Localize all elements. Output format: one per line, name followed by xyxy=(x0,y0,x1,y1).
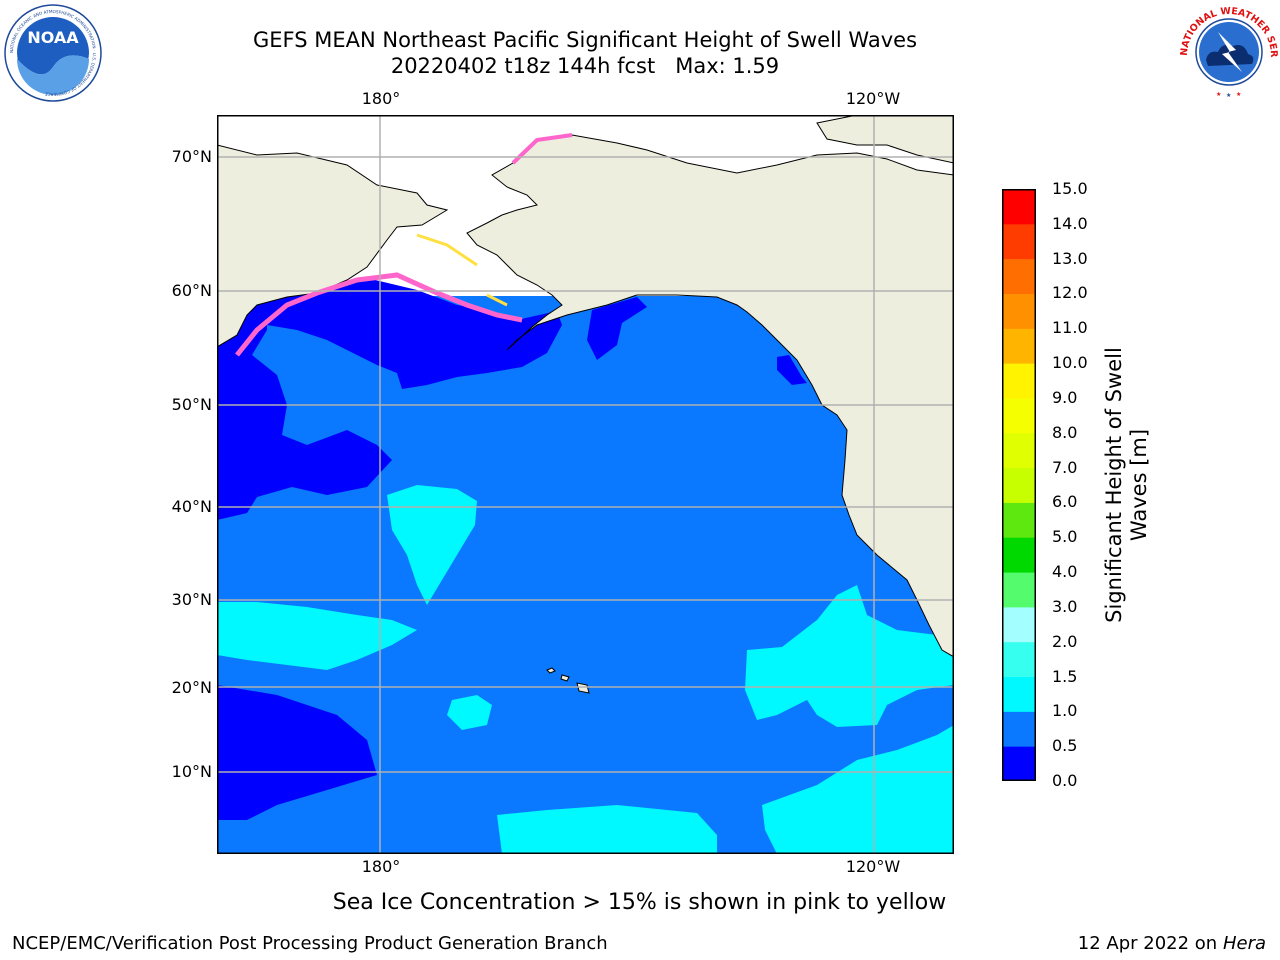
medium-swell-west xyxy=(217,602,417,670)
colorbar-tick-label: 15.0 xyxy=(1052,179,1088,198)
low-swell-gulf xyxy=(587,297,647,360)
low-swell-coast-bc xyxy=(777,355,807,385)
lon-label-bottom-180: 180° xyxy=(361,857,401,876)
colorbar-bin xyxy=(1002,258,1036,294)
lon-label-top-180: 180° xyxy=(361,89,401,108)
footer-host: Hera xyxy=(1222,933,1266,954)
medium-swell-central xyxy=(387,485,477,605)
swell-height-map xyxy=(217,115,954,854)
colorbar-bin xyxy=(1002,572,1036,608)
lat-label-60n: 60°N xyxy=(171,281,212,300)
nws-logo: NATIONAL WEATHER SERVICE ★ ★ ★ xyxy=(1178,2,1279,99)
lon-label-bottom-120w: 120°W xyxy=(845,857,901,876)
colorbar-bin xyxy=(1002,363,1036,399)
sea-ice-note: Sea Ice Concentration > 15% is shown in … xyxy=(332,890,947,915)
colorbar-tick-label: 1.0 xyxy=(1052,701,1078,721)
colorbar-tick-label: 0.5 xyxy=(1052,736,1078,756)
sea-ice-fringe xyxy=(235,272,523,357)
colorbar-bin xyxy=(1002,537,1036,573)
map-border xyxy=(217,115,954,854)
sea-ice-fringe-yellow xyxy=(416,233,508,307)
colorbar-tick-label: 2.0 xyxy=(1052,631,1078,651)
colorbar-tick-label: 0.0 xyxy=(1052,771,1078,790)
colorbar xyxy=(1002,189,1036,781)
lat-label-50n: 50°N xyxy=(171,395,212,414)
colorbar-bin xyxy=(1002,223,1036,260)
colorbar-bin xyxy=(1002,467,1036,503)
forecast-run: 20220402 t18z 144h fcst xyxy=(390,54,656,78)
colorbar-tick-label: 6.0 xyxy=(1052,492,1078,512)
medium-swell-hawaii xyxy=(447,695,492,730)
colorbar-bin xyxy=(1002,502,1036,538)
colorbar-bin xyxy=(1002,676,1036,712)
colorbar-label-line1: Significant Height of Swell xyxy=(1102,347,1126,623)
colorbar-tick-label: 11.0 xyxy=(1052,318,1088,338)
sea-ice-fringe-north xyxy=(511,133,573,165)
colorbar-bin xyxy=(1002,293,1036,329)
low-swell-tropics xyxy=(217,685,377,820)
low-swell-bering xyxy=(267,278,562,389)
footer-date: 12 Apr 2022 on Hera xyxy=(1078,933,1266,954)
lat-label-10n: 10°N xyxy=(171,762,212,781)
map-title: GEFS MEAN Northeast Pacific Significant … xyxy=(252,28,918,52)
colorbar-label-line2: Waves [m] xyxy=(1127,428,1151,542)
colorbar-tick-label: 4.0 xyxy=(1052,562,1078,582)
colorbar-tick-label: 7.0 xyxy=(1052,457,1078,477)
colorbar-bin xyxy=(1002,606,1036,643)
colorbar-bin xyxy=(1002,746,1036,781)
colorbar-tick-label: 1.5 xyxy=(1052,666,1078,686)
colorbar-bin xyxy=(1002,432,1036,469)
svg-text:★: ★ xyxy=(1236,91,1241,98)
colorbar-tick-label: 13.0 xyxy=(1052,248,1088,268)
lat-label-30n: 30°N xyxy=(171,590,212,609)
land-siberia xyxy=(217,144,449,348)
colorbar-tick-label: 10.0 xyxy=(1052,353,1088,373)
low-swell-west xyxy=(217,296,392,520)
colorbar-bin xyxy=(1002,328,1036,364)
colorbar-tick-label: 3.0 xyxy=(1052,596,1078,616)
colorbar-bin xyxy=(1002,397,1036,434)
colorbar-tick-label: 14.0 xyxy=(1052,213,1088,233)
lat-label-40n: 40°N xyxy=(171,497,212,516)
medium-swell-south xyxy=(497,805,717,854)
lat-label-20n: 20°N xyxy=(171,678,212,697)
lon-label-top-120w: 120°W xyxy=(845,89,901,108)
colorbar-tick-label: 8.0 xyxy=(1052,422,1078,442)
colorbar-bin xyxy=(1002,711,1036,747)
footer-producer: NCEP/EMC/Verification Post Processing Pr… xyxy=(12,933,608,954)
max-value: Max: 1.59 xyxy=(675,54,780,78)
colorbar-tick-label: 12.0 xyxy=(1052,283,1088,303)
land-arctic-islands xyxy=(816,115,954,164)
colorbar-tick-label: 9.0 xyxy=(1052,387,1078,407)
lat-label-70n: 70°N xyxy=(171,147,212,166)
graticule xyxy=(217,115,954,854)
footer-date-text: 12 Apr 2022 on xyxy=(1077,933,1218,954)
noaa-logo-text: NOAA xyxy=(27,28,79,47)
svg-text:★: ★ xyxy=(1216,91,1221,98)
noaa-logo: NOAA NATIONAL OCEANIC AND ATMOSPHERIC AD… xyxy=(4,4,102,102)
medium-swell-southeast xyxy=(762,725,954,854)
colorbar-tick-label: 5.0 xyxy=(1052,527,1078,547)
map-subtitle: 20220402 t18z 144h fcst Max: 1.59 xyxy=(180,53,990,79)
land-alaska xyxy=(466,134,954,658)
medium-swell-east xyxy=(745,585,954,727)
colorbar-bin xyxy=(1002,641,1036,678)
colorbar-label: Significant Height of Swell Waves [m] xyxy=(1102,335,1158,635)
colorbar-bin xyxy=(1002,189,1036,225)
svg-text:★: ★ xyxy=(1226,92,1231,99)
